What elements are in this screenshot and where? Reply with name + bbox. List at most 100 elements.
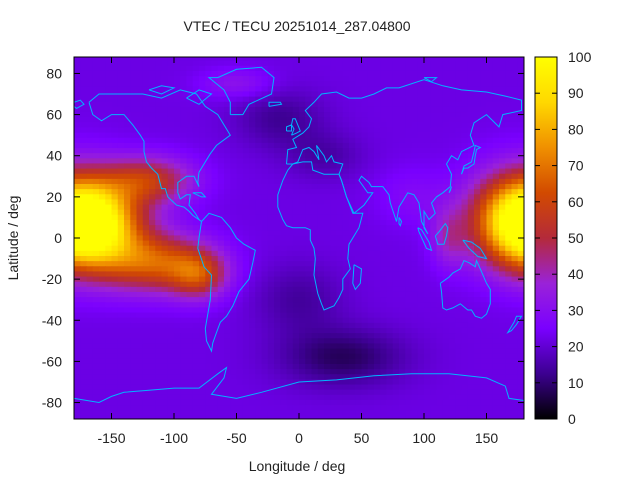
heatmap-cell	[405, 245, 413, 252]
heatmap-cell	[411, 101, 419, 108]
heatmap-cell	[92, 348, 100, 355]
heatmap-cell	[130, 117, 138, 123]
heatmap-cell	[505, 302, 513, 309]
heatmap-cell	[99, 235, 106, 242]
heatmap-cell	[249, 384, 256, 391]
heatmap-cell	[105, 261, 113, 267]
heatmap-cell	[224, 112, 231, 118]
heatmap-cell	[411, 322, 419, 329]
heatmap-cell	[392, 322, 400, 329]
heatmap-cell	[386, 384, 394, 391]
heatmap-cell	[486, 338, 494, 345]
heatmap-cell	[267, 338, 275, 345]
heatmap-cell	[305, 199, 313, 206]
heatmap-cell	[249, 286, 256, 293]
heatmap-cell	[267, 286, 275, 293]
heatmap-cell	[461, 214, 469, 221]
heatmap-cell	[480, 307, 488, 314]
heatmap-cell	[405, 317, 413, 324]
heatmap-cell	[217, 348, 225, 355]
heatmap-cell	[392, 353, 400, 360]
heatmap-cell	[249, 348, 256, 355]
heatmap-cell	[349, 333, 356, 339]
heatmap-cell	[405, 363, 413, 370]
heatmap-cell	[261, 358, 269, 365]
heatmap-cell	[211, 348, 219, 355]
heatmap-cell	[261, 291, 269, 298]
heatmap-cell	[505, 333, 513, 339]
heatmap-cell	[386, 214, 394, 221]
heatmap-cell	[199, 168, 206, 175]
heatmap-cell	[174, 286, 181, 293]
heatmap-cell	[155, 312, 163, 319]
heatmap-cell	[199, 81, 206, 87]
heatmap-cell	[267, 379, 275, 386]
heatmap-cell	[417, 235, 425, 242]
heatmap-cell	[161, 312, 169, 319]
heatmap-cell	[255, 132, 263, 139]
heatmap-cell	[486, 333, 494, 339]
heatmap-cell	[161, 106, 169, 113]
heatmap-cell	[492, 142, 500, 149]
heatmap-cell	[299, 348, 306, 355]
heatmap-cell	[99, 184, 106, 190]
heatmap-cell	[86, 127, 94, 134]
heatmap-cell	[486, 117, 494, 123]
heatmap-cell	[74, 148, 81, 154]
heatmap-cell	[99, 312, 106, 319]
heatmap-cell	[261, 322, 269, 329]
heatmap-cell	[511, 127, 519, 134]
heatmap-cell	[142, 374, 150, 380]
heatmap-cell	[392, 204, 400, 211]
heatmap-cell	[311, 312, 319, 319]
heatmap-cell	[355, 194, 363, 201]
heatmap-cell	[236, 122, 244, 129]
heatmap-cell	[380, 199, 388, 206]
heatmap-cell	[342, 348, 350, 355]
heatmap-cell	[305, 399, 313, 406]
heatmap-cell	[205, 132, 213, 139]
heatmap-cell	[311, 405, 319, 411]
heatmap-cell	[330, 214, 338, 221]
heatmap-cell	[311, 96, 319, 103]
heatmap-cell	[367, 302, 375, 309]
heatmap-cell	[399, 209, 406, 216]
heatmap-cell	[155, 91, 163, 98]
heatmap-cell	[392, 394, 400, 401]
heatmap-cell	[236, 250, 244, 257]
heatmap-cell	[130, 297, 138, 303]
heatmap-cell	[361, 256, 369, 262]
heatmap-cell	[274, 132, 281, 139]
heatmap-cell	[117, 312, 125, 319]
heatmap-cell	[361, 302, 369, 309]
heatmap-cell	[480, 261, 488, 267]
heatmap-cell	[261, 70, 269, 77]
heatmap-cell	[442, 209, 450, 216]
heatmap-cell	[317, 271, 325, 278]
heatmap-cell	[274, 369, 281, 375]
heatmap-cell	[324, 230, 331, 237]
heatmap-cell	[130, 86, 138, 93]
heatmap-cell	[317, 245, 325, 252]
heatmap-cell	[199, 322, 206, 329]
heatmap-cell	[249, 358, 256, 365]
heatmap-cell	[99, 163, 106, 170]
heatmap-cell	[367, 348, 375, 355]
heatmap-cell	[186, 256, 194, 262]
heatmap-cell	[130, 410, 138, 416]
heatmap-cell	[330, 132, 338, 139]
heatmap-cell	[142, 307, 150, 314]
heatmap-cell	[299, 333, 306, 339]
heatmap-cell	[317, 142, 325, 149]
heatmap-cell	[267, 132, 275, 139]
heatmap-cell	[267, 199, 275, 206]
heatmap-cell	[505, 322, 513, 329]
heatmap-cell	[342, 106, 350, 113]
heatmap-cell	[474, 65, 481, 72]
heatmap-cell	[424, 57, 431, 62]
heatmap-cell	[149, 369, 156, 375]
heatmap-cell	[242, 261, 250, 267]
heatmap-cell	[105, 86, 113, 93]
heatmap-cell	[505, 379, 513, 386]
heatmap-cell	[205, 101, 213, 108]
